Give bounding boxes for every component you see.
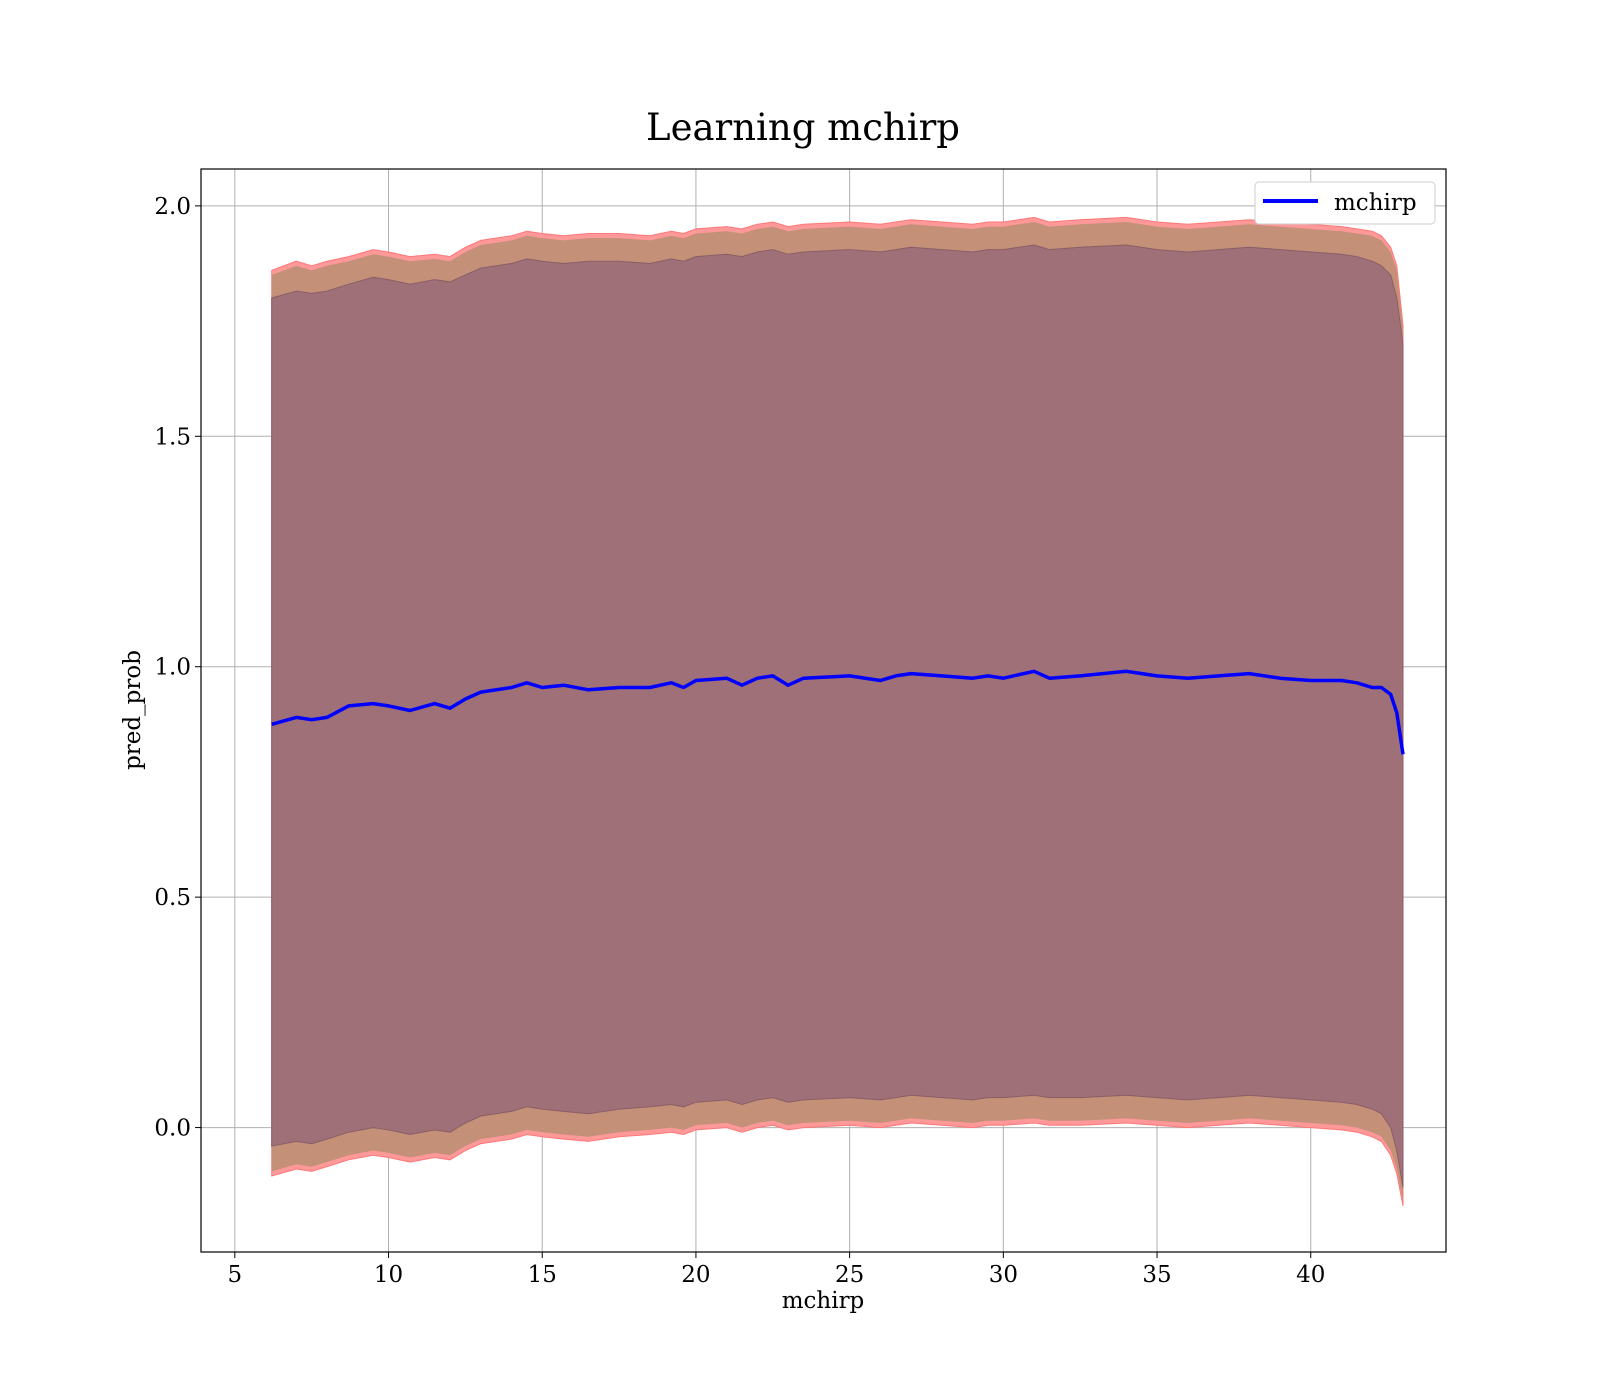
x-tick-label: 30	[989, 1262, 1018, 1288]
y-tick-label: 2.0	[154, 194, 191, 220]
x-tick-label: 35	[1142, 1262, 1171, 1288]
series-group	[271, 669, 1405, 755]
x-tick-label: 10	[374, 1262, 403, 1288]
x-tick-label: 5	[227, 1262, 242, 1288]
y-tick-label: 0.5	[154, 885, 191, 911]
y-tick-label: 1.0	[154, 655, 191, 681]
x-axis-ticks: 5 10 15 20 25 30 35 40	[227, 1252, 1325, 1288]
legend-box	[1254, 181, 1436, 225]
legend: mchirp	[1254, 181, 1436, 225]
x-tick-label: 25	[835, 1262, 864, 1288]
x-tick-label: 15	[528, 1262, 557, 1288]
plot-frame	[200, 168, 1447, 1253]
legend-label-mchirp: mchirp	[1334, 190, 1417, 216]
series-line-mchirp	[271, 669, 1405, 755]
confidence-bands	[271, 216, 1404, 1206]
y-tick-label: 0.0	[154, 1116, 191, 1142]
x-tick-label: 20	[681, 1262, 710, 1288]
x-tick-label: 40	[1296, 1262, 1325, 1288]
y-axis-ticks: 0.0 0.5 1.0 1.5 2.0	[154, 194, 201, 1142]
y-tick-label: 1.5	[154, 424, 191, 450]
inner-band	[271, 244, 1404, 1188]
y-axis-label: pred_prob	[120, 650, 146, 770]
chart-title: Learning mchirp	[646, 106, 960, 149]
x-axis-label: mchirp	[782, 1288, 865, 1314]
